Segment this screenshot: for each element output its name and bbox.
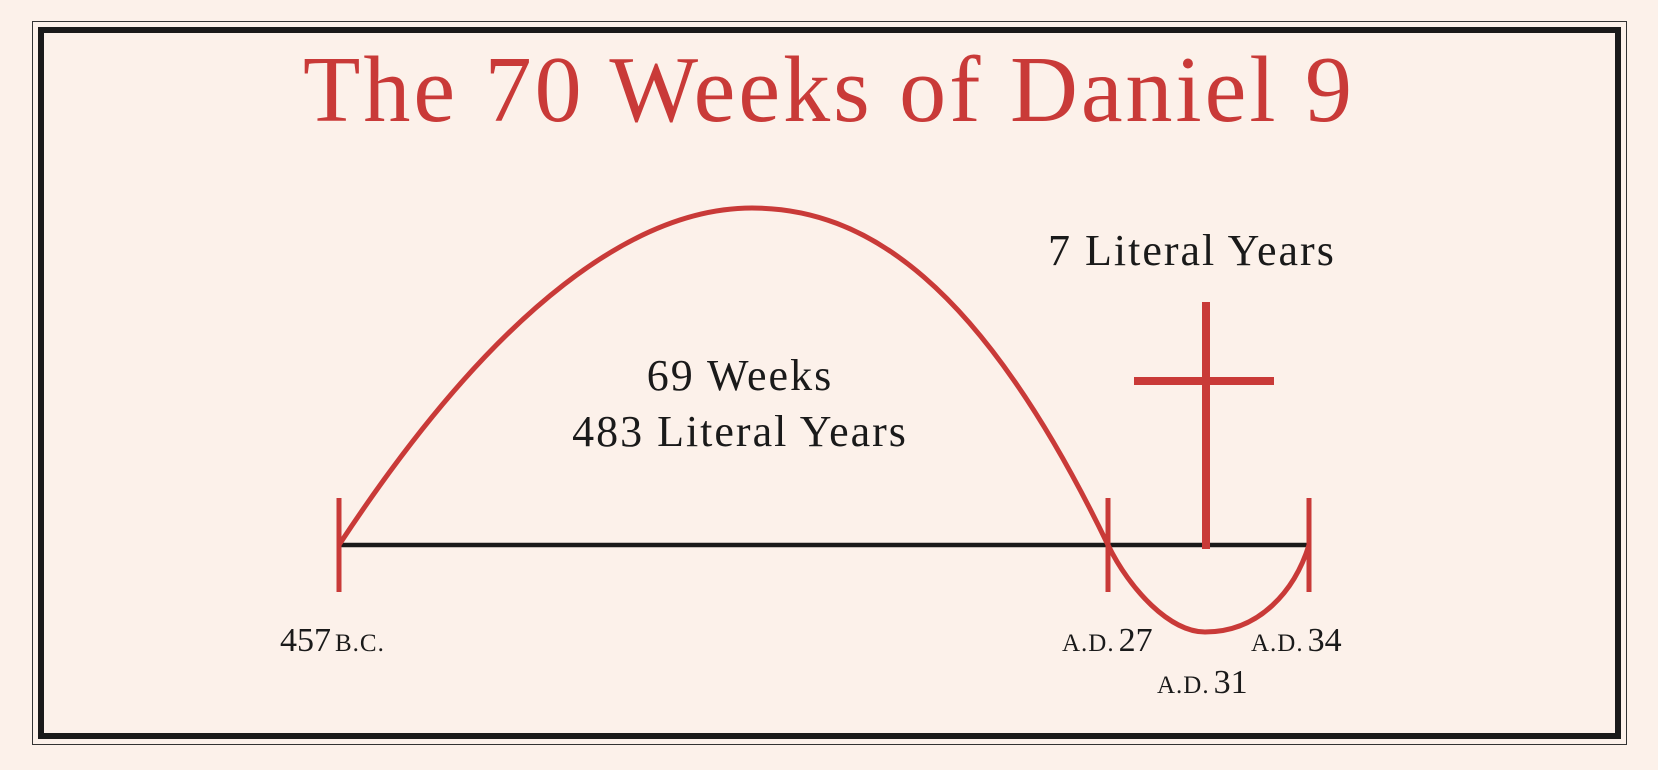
date-era: A.D.: [1251, 630, 1304, 657]
date-ad-34: A.D. 34: [1251, 622, 1342, 660]
years-line: 483 Literal Years: [572, 407, 908, 456]
date-era: A.D.: [1157, 672, 1210, 699]
date-era: B.C.: [335, 630, 385, 657]
sixty-nine-weeks-label: 69 Weeks 483 Literal Years: [540, 348, 940, 460]
date-457-bc: 457 B.C.: [280, 622, 385, 660]
inner-border: [38, 27, 1621, 739]
weeks-line: 69 Weeks: [646, 351, 834, 400]
date-number: 27: [1118, 622, 1153, 659]
seven-years-label: 7 Literal Years: [1048, 226, 1336, 275]
diagram-title: The 70 Weeks of Daniel 9: [302, 38, 1356, 142]
date-era: A.D.: [1062, 630, 1115, 657]
cross-icon: [1134, 302, 1274, 549]
outer-border: [32, 21, 1627, 745]
sixty-nine-weeks-arc: [336, 205, 1111, 547]
date-ad-27: A.D. 27: [1062, 622, 1153, 660]
date-number: 457: [280, 622, 331, 659]
date-number: 31: [1213, 664, 1248, 701]
date-ad-31: A.D. 31: [1157, 664, 1248, 702]
seven-years-arc: [1105, 543, 1312, 635]
date-number: 34: [1307, 622, 1342, 659]
